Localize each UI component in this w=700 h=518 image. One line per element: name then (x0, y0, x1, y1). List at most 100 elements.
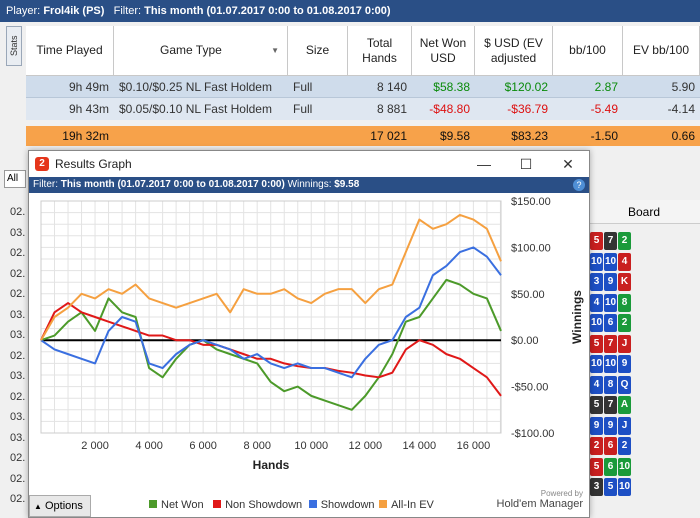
board-row[interactable]: 3 5 10 (588, 478, 700, 498)
x-tick-label: 8 000 (243, 440, 271, 452)
cell-size: Full (293, 102, 313, 116)
stats-side-tab[interactable]: Stats (6, 26, 22, 66)
hand-date: 02. (10, 493, 26, 505)
card: 5 (604, 478, 617, 496)
total-spacer (114, 126, 288, 146)
card: 10 (604, 252, 617, 271)
card: A (618, 396, 631, 414)
col-time-played[interactable]: Time Played (26, 26, 114, 75)
col-ev-bb100[interactable]: EV bb/100 (623, 26, 700, 75)
x-tick-label: 4 000 (135, 440, 163, 452)
card: 3 (590, 478, 603, 496)
col-net-won[interactable]: Net Won USD (412, 26, 475, 75)
col-ev-adjusted[interactable]: $ USD (EV adjusted (475, 26, 553, 75)
board-row[interactable]: 5 6 10 (588, 457, 700, 478)
total-net-won: $9.58 (439, 129, 470, 143)
card: 7 (604, 396, 617, 414)
card: 2 (590, 437, 603, 455)
maximize-icon[interactable]: ☐ (519, 155, 533, 172)
close-icon[interactable]: ✕ (562, 155, 574, 172)
legend-label: Net Won (161, 499, 204, 511)
results-graph-window: 2 Results Graph — ☐ ✕ Filter: This month… (28, 150, 590, 518)
total-row: 19h 32m 17 021 $9.58 $83.23 -1.50 0.66 (26, 126, 700, 146)
card: 5 (590, 232, 603, 250)
board-row[interactable]: 10 6 2 (588, 314, 700, 334)
col-total-hands[interactable]: Total Hands (348, 26, 412, 75)
legend-swatch (379, 500, 388, 508)
minimize-icon[interactable]: — (477, 156, 491, 172)
series-line-showdown (40, 246, 502, 379)
col-bb100[interactable]: bb/100 (553, 26, 623, 75)
board-row[interactable]: 4 10 8 (588, 293, 700, 314)
cell-ev: -$36.79 (507, 102, 548, 116)
card: K (618, 273, 631, 291)
card: J (618, 416, 631, 435)
board-column-header[interactable]: Board (588, 200, 700, 224)
card: J (618, 334, 631, 353)
cell-game: $0.10/$0.25 NL Fast Holdem (119, 80, 272, 94)
board-row[interactable]: 10 10 9 (588, 355, 700, 375)
x-tick-label: 14 000 (403, 440, 437, 452)
col-size[interactable]: Size (288, 26, 348, 75)
window-titlebar[interactable]: 2 Results Graph — ☐ ✕ (29, 151, 589, 177)
table-row[interactable]: 9h 43m $0.05/$0.10 NL Fast Holdem Full 8… (26, 98, 700, 120)
legend-label: Non Showdown (225, 499, 303, 511)
cell-game: $0.05/$0.10 NL Fast Holdem (119, 102, 272, 116)
card: 8 (618, 293, 631, 312)
legend-item[interactable]: Non Showdown (213, 499, 302, 511)
hand-date: 02. (10, 349, 26, 362)
legend-item[interactable]: All-In EV (379, 499, 434, 511)
x-tick-label: 10 000 (294, 440, 328, 452)
hand-date: 03. (10, 370, 26, 382)
series-line-all-in-ev (40, 213, 502, 341)
hand-date: 02. (10, 247, 26, 259)
card: 2 (618, 232, 631, 250)
cell-size: Full (293, 80, 313, 94)
table-row[interactable]: 9h 49m $0.10/$0.25 NL Fast Holdem Full 8… (26, 76, 700, 98)
cell-hands: 8 140 (376, 80, 407, 94)
hand-date: 03. (10, 226, 26, 239)
x-tick-label: 16 000 (457, 440, 491, 452)
legend-item[interactable]: Net Won (149, 499, 204, 511)
results-chart: -$100.00 -$50.00 $0.00 $50.00 $100.00 $150.00… (40, 196, 584, 472)
card: 10 (604, 355, 617, 373)
card: 4 (590, 293, 603, 312)
graph-filter-value: This month (01.07.2017 0:00 to 01.08.201… (60, 179, 285, 190)
legend-label: All-In EV (391, 499, 434, 511)
window-title: Results Graph (55, 157, 132, 171)
options-button[interactable]: ▲ Options (29, 495, 91, 517)
graph-filter-label: Filter: (33, 179, 58, 190)
cell-time: 9h 43m (68, 102, 109, 116)
card: Q (618, 375, 631, 394)
card: 9 (590, 416, 603, 435)
col-game-type[interactable]: Game Type ▼ (114, 26, 288, 75)
cell-bb100: 2.87 (594, 80, 618, 94)
card: 7 (604, 232, 617, 250)
card: 10 (590, 252, 603, 271)
help-icon[interactable]: ? (573, 179, 585, 191)
board-row[interactable]: 10 10 4 (588, 252, 700, 273)
legend-item[interactable]: Showdown (308, 499, 375, 511)
hand-date: 03. (10, 431, 26, 444)
card: 10 (618, 478, 631, 496)
card: 4 (590, 375, 603, 394)
card: 6 (604, 314, 617, 332)
card: 5 (590, 396, 603, 414)
cell-ev-bb100: -4.14 (667, 102, 695, 116)
total-bb100: -1.50 (590, 129, 618, 143)
graph-filter-bar: Filter: This month (01.07.2017 0:00 to 0… (29, 177, 589, 193)
y-tick-label: $50.00 (511, 289, 545, 301)
cell-net-won: -$48.80 (429, 102, 470, 116)
brand-block: Powered by Hold'em Manager (497, 489, 583, 510)
cell-ev: $120.02 (504, 80, 548, 94)
all-filter-dropdown[interactable]: All (4, 170, 26, 188)
options-label: Options (44, 500, 83, 512)
chevron-up-icon: ▲ (34, 502, 42, 511)
